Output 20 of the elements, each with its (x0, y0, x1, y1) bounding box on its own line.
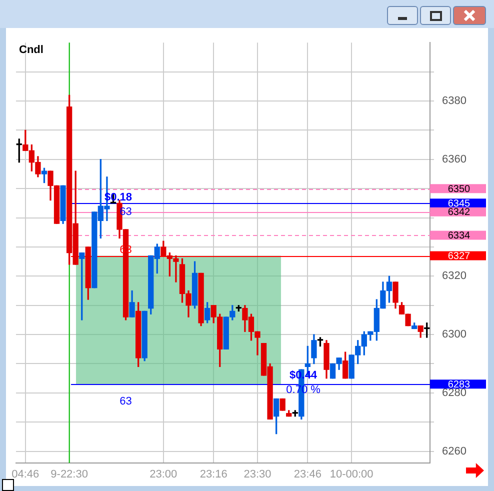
ref-line-label: 6345 (448, 198, 471, 210)
x-tick-label: 9-22:30 (50, 468, 88, 481)
y-tick-label: 6300 (442, 328, 466, 341)
chart-subtitle: Cndl (19, 44, 44, 56)
y-tick-label: 6280 (442, 386, 466, 399)
y-tick-label: 6360 (442, 153, 466, 166)
x-tick-label: 23:00 (150, 468, 178, 481)
x-tick-label: 10-00:00 (330, 468, 374, 481)
x-tick-label: 04:46 (12, 468, 40, 481)
y-tick-label: 6320 (442, 270, 466, 282)
y-tick-label: 6380 (442, 95, 466, 108)
y-tick-label: 6260 (442, 445, 466, 458)
x-tick-label: 23:46 (294, 468, 322, 481)
ref-line-label: 6327 (448, 250, 471, 262)
x-tick-label: 23:30 (244, 468, 272, 481)
annotation: 63 (120, 396, 132, 408)
ref-line-label: 6334 (448, 230, 471, 242)
ref-line-label: 6350 (448, 184, 471, 195)
x-tick-label: 23:16 (200, 468, 228, 481)
ref-line-label: 6342 (448, 207, 471, 218)
